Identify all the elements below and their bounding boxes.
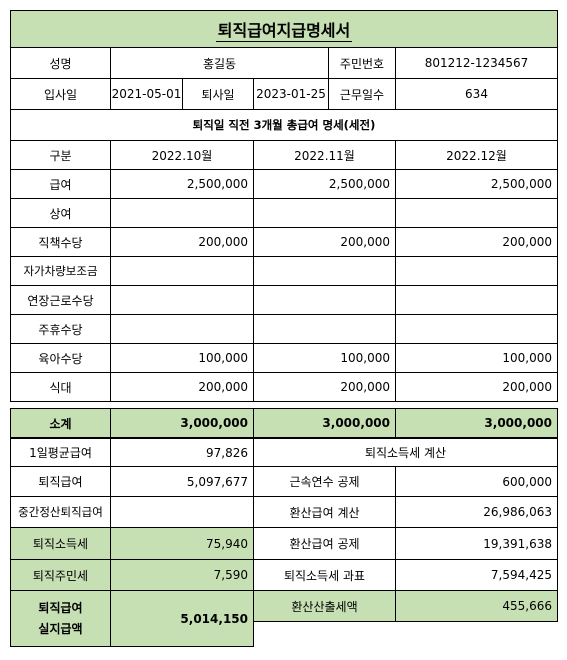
row-label: 육아수당 [10,343,111,373]
row-label: 주휴수당 [10,314,111,344]
row-value-m1: 100,000 [110,343,254,373]
row-value-m2 [253,198,396,228]
daily-avg-value: 97,826 [110,438,254,467]
row-value-m1: 200,000 [110,372,254,402]
row-value-m3 [395,256,558,286]
row-value-m3 [395,285,558,315]
join-date-label: 입사일 [10,78,111,110]
calculated-tax-value: 455,666 [395,590,558,622]
converted-deduction-value: 19,391,638 [395,527,558,560]
converted-pay-value: 26,986,063 [395,496,558,528]
converted-pay-label: 환산급여 계산 [253,496,396,528]
month-1-header: 2022.10월 [110,140,254,170]
subtotal-m3: 3,000,000 [395,408,558,438]
row-value-m2 [253,285,396,315]
row-value-m2: 200,000 [253,227,396,257]
resident-tax-label: 퇴직주민세 [10,559,111,591]
id-value: 801212-1234567 [395,47,558,79]
name-value: 홍길동 [110,47,329,79]
row-value-m3: 200,000 [395,227,558,257]
service-deduction-label: 근속연수 공제 [253,466,396,497]
month-2-header: 2022.11월 [253,140,396,170]
income-tax-label: 퇴직소득세 [10,527,111,560]
row-value-m1: 2,500,000 [110,169,254,199]
tax-base-label: 퇴직소득세 과표 [253,559,396,591]
row-label: 직책수당 [10,227,111,257]
row-value-m2: 100,000 [253,343,396,373]
subtotal-m2: 3,000,000 [253,408,396,438]
row-value-m1 [110,285,254,315]
id-label: 주민번호 [328,47,396,79]
row-value-m1 [110,198,254,228]
severance-label: 퇴직급여 [10,466,111,497]
leave-date-value: 2023-01-25 [253,78,329,110]
row-value-m3 [395,314,558,344]
calculated-tax-label: 환산산출세액 [253,590,396,622]
interim-value [110,496,254,528]
net-pay-label-line1: 퇴직급여 [38,600,83,615]
row-value-m1: 200,000 [110,227,254,257]
row-value-m2 [253,256,396,286]
work-days-value: 634 [395,78,558,110]
row-value-m3: 2,500,000 [395,169,558,199]
row-value-m3: 100,000 [395,343,558,373]
daily-avg-label: 1일평균급여 [10,438,111,467]
service-deduction-value: 600,000 [395,466,558,497]
row-label: 상여 [10,198,111,228]
row-value-m1 [110,314,254,344]
subtotal-m1: 3,000,000 [110,408,254,438]
category-label: 구분 [10,140,111,170]
row-label: 자가차량보조금 [10,256,111,286]
leave-date-label: 퇴사일 [182,78,254,110]
resident-tax-value: 7,590 [110,559,254,591]
document-title: 퇴직급여지급명세서 [10,10,558,48]
row-value-m2: 200,000 [253,372,396,402]
net-pay-label: 퇴직급여 실지급액 [10,590,111,647]
row-value-m1 [110,256,254,286]
subtotal-label: 소계 [10,408,111,438]
row-value-m2: 2,500,000 [253,169,396,199]
row-label: 식대 [10,372,111,402]
row-value-m2 [253,314,396,344]
tax-base-value: 7,594,425 [395,559,558,591]
work-days-label: 근무일수 [328,78,396,110]
row-label: 연장근로수당 [10,285,111,315]
row-value-m3: 200,000 [395,372,558,402]
severance-value: 5,097,677 [110,466,254,497]
income-tax-value: 75,940 [110,527,254,560]
row-label: 급여 [10,169,111,199]
section-title: 퇴직일 직전 3개월 총급여 명세(세전) [10,109,558,141]
row-value-m3 [395,198,558,228]
converted-deduction-label: 환산급여 공제 [253,527,396,560]
join-date-value: 2021-05-01 [110,78,183,110]
net-pay-label-line2: 실지급액 [38,621,83,636]
interim-label: 중간정산퇴직급여 [10,496,111,528]
name-label: 성명 [10,47,111,79]
month-3-header: 2022.12월 [395,140,558,170]
title-text: 퇴직급여지급명세서 [215,17,353,42]
tax-calc-header: 퇴직소득세 계산 [253,438,558,467]
net-pay-value: 5,014,150 [110,590,254,647]
